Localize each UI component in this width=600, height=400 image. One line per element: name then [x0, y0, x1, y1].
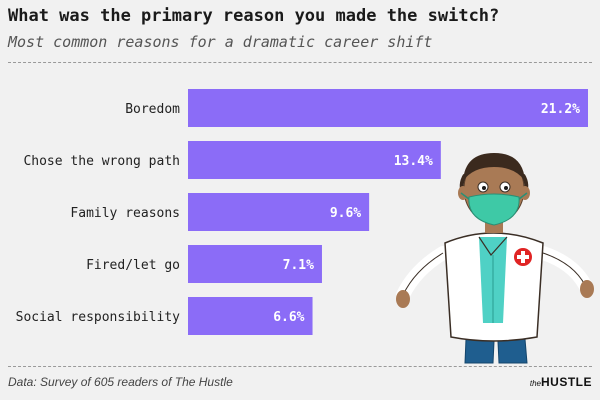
- category-label-0: Boredom: [125, 102, 180, 117]
- top-divider: [8, 62, 592, 63]
- category-label-1: Chose the wrong path: [23, 154, 180, 169]
- bar-2: [188, 193, 370, 231]
- bar-1: [188, 141, 441, 179]
- value-label-2: 9.6%: [330, 206, 361, 221]
- brand-prefix: the: [529, 379, 541, 388]
- bar-chart: Boredom 21.2% Chose the wrong path 13.4% Fam…: [16, 89, 588, 335]
- value-label-3: 7.1%: [283, 258, 314, 273]
- source-note: Data: Survey of 605 readers of The Hustl…: [8, 375, 233, 389]
- brand-name: HUSTLE: [541, 375, 592, 389]
- bar-0: [188, 89, 588, 127]
- value-label-1: 13.4%: [394, 154, 433, 169]
- category-label-2: Family reasons: [70, 206, 180, 221]
- bottom-divider: [8, 366, 592, 367]
- value-label-4: 6.6%: [273, 310, 304, 325]
- category-label-4: Social responsibility: [16, 310, 181, 325]
- brand-logo: theHUSTLE: [530, 373, 592, 391]
- bar-3: [188, 245, 322, 283]
- chart-subtitle: Most common reasons for a dramatic caree…: [8, 33, 433, 51]
- bar-4: [188, 297, 313, 335]
- doctor-with-mask-icon: [396, 153, 594, 364]
- value-label-0: 21.2%: [541, 102, 580, 117]
- chart-title: What was the primary reason you made the…: [8, 6, 500, 26]
- category-label-3: Fired/let go: [86, 258, 180, 273]
